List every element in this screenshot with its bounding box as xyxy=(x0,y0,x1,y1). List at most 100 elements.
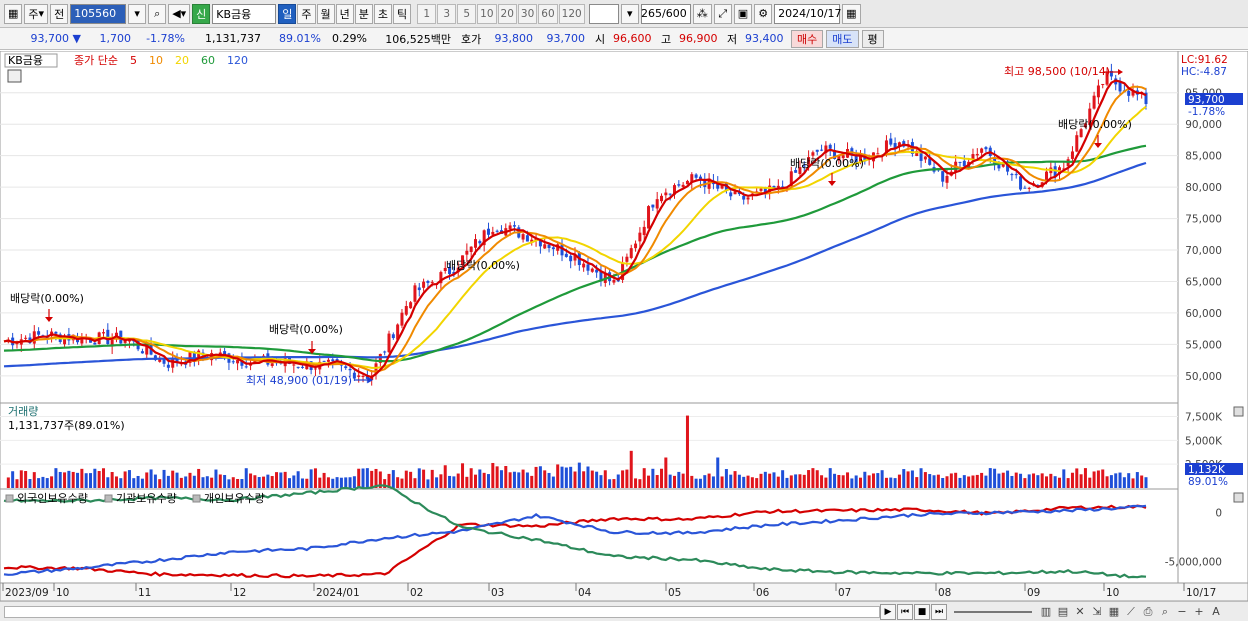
number-button-10[interactable]: 10 xyxy=(477,3,497,24)
volume-bar xyxy=(846,472,850,488)
code-dropdown-icon[interactable]: ▾ xyxy=(128,3,147,24)
save-icon[interactable]: ▣ xyxy=(733,3,753,24)
volume-bar xyxy=(1140,475,1144,488)
font-size-icon[interactable]: A xyxy=(1212,605,1220,618)
stock-code-input[interactable]: 105560 xyxy=(70,3,127,24)
candle-body xyxy=(599,271,603,282)
chart-area[interactable]: 최고 98,500 (10/14) 최저 48,900 (01/19) 배당락(0.… xyxy=(0,50,1248,602)
chart-type-icon[interactable]: ▦ xyxy=(4,3,23,24)
volume-bar xyxy=(590,470,594,488)
interval-button-2[interactable]: 월 xyxy=(316,3,335,24)
holding-legend-marker xyxy=(104,494,113,503)
x-tick-label: 04 xyxy=(578,587,592,599)
line-tool-icon[interactable]: ⟋ xyxy=(1127,604,1135,618)
grid-icon[interactable]: ▦ xyxy=(1108,605,1120,618)
gear-icon[interactable]: ⚙ xyxy=(754,3,773,24)
number-button-30[interactable]: 30 xyxy=(517,3,538,24)
zoom-slider[interactable] xyxy=(954,610,1032,613)
scroll-right-icon[interactable]: ▶ xyxy=(880,603,896,620)
volume-bar xyxy=(145,472,149,488)
stop-icon[interactable]: ■ xyxy=(914,603,930,620)
prev-button[interactable]: 전 xyxy=(50,3,69,24)
volume-bar xyxy=(188,472,192,488)
candle-body xyxy=(1083,123,1087,128)
indicator-icon[interactable]: ⁂ xyxy=(692,3,712,24)
interval-button-4[interactable]: 분 xyxy=(354,3,373,24)
sell-button[interactable]: 매도 xyxy=(826,29,859,48)
volume-bar xyxy=(305,478,309,488)
annotation-label: 최저 48,900 (01/19) xyxy=(246,374,352,387)
interval-button-0[interactable]: 일 xyxy=(278,3,297,24)
number-button-120[interactable]: 120 xyxy=(558,3,585,24)
scroll-track[interactable] xyxy=(4,605,880,618)
candle-body xyxy=(231,361,235,363)
moving-average-lines xyxy=(3,79,1147,379)
volume-bar xyxy=(776,476,780,488)
custom-number-input[interactable] xyxy=(588,3,619,24)
count-field[interactable]: 265/600 xyxy=(640,3,691,24)
draw-tool-icon[interactable]: ⤢ xyxy=(713,3,732,24)
candle-body xyxy=(322,360,326,362)
period-select[interactable]: 주 ▾ xyxy=(24,3,49,24)
volume-bar xyxy=(698,478,702,488)
zoom-out-icon[interactable]: − xyxy=(1177,605,1187,618)
date-field[interactable]: 2024/10/17 xyxy=(774,3,842,24)
volume-bar xyxy=(1083,468,1087,488)
buy-button[interactable]: 매수 xyxy=(791,29,824,48)
candle-body xyxy=(889,138,893,145)
annotation-arrowhead xyxy=(368,377,373,383)
volume-bar xyxy=(41,476,45,488)
zoom-in-icon[interactable]: + xyxy=(1194,605,1204,618)
volume-bar xyxy=(668,474,672,488)
turnover-pct: 0.29% xyxy=(332,32,367,45)
volume-bar xyxy=(448,475,452,488)
print-icon[interactable]: ⎙ xyxy=(1143,604,1153,618)
volume-panel-close-icon[interactable] xyxy=(1233,406,1244,417)
table-toggle-icon[interactable] xyxy=(7,69,22,83)
volume-bar xyxy=(227,479,231,488)
skip-back-icon[interactable]: ⏮ xyxy=(897,603,913,620)
candle-body xyxy=(396,324,400,340)
interval-button-6[interactable]: 틱 xyxy=(393,3,412,24)
number-button-3[interactable]: 3 xyxy=(437,3,457,24)
zoom-search-icon[interactable]: ⌕ xyxy=(1161,604,1169,618)
skip-forward-icon[interactable]: ⏭ xyxy=(931,603,947,620)
volume-bar xyxy=(902,469,906,488)
volume-bar xyxy=(383,479,387,488)
candle-body xyxy=(681,184,685,187)
column-icon[interactable]: ▤ xyxy=(1057,605,1069,618)
speaker-icon[interactable]: ◀▾ xyxy=(168,3,191,24)
volume-bar xyxy=(768,473,772,488)
holding-legend-label: 기관보유수량 xyxy=(116,492,177,505)
chart-canvas[interactable]: 최고 98,500 (10/14) 최저 48,900 (01/19) 배당락(0.… xyxy=(0,50,1248,602)
holding-legend-marker xyxy=(192,494,201,503)
candle-body xyxy=(716,182,720,189)
volume-bar xyxy=(296,471,300,488)
number-dropdown-icon[interactable]: ▾ xyxy=(620,3,639,24)
volume-bar xyxy=(737,474,741,488)
holding-panel-close-icon[interactable] xyxy=(1233,492,1244,503)
candle-body xyxy=(863,155,867,162)
search-icon[interactable]: ⌕ xyxy=(148,3,167,24)
bar-chart-icon[interactable]: ▥ xyxy=(1040,605,1052,618)
number-button-5[interactable]: 5 xyxy=(457,3,477,24)
stock-name-field[interactable]: KB금융 xyxy=(212,3,277,24)
pan-icon[interactable]: ⇲ xyxy=(1092,605,1102,618)
candle-body xyxy=(1019,176,1023,190)
candle-body xyxy=(1109,70,1113,77)
volume-bar xyxy=(15,479,19,488)
volume-bar xyxy=(586,466,590,488)
crosshair-icon[interactable]: ✕ xyxy=(1075,605,1085,618)
number-button-60[interactable]: 60 xyxy=(538,3,558,24)
eval-button[interactable]: 평 xyxy=(861,29,884,48)
ma-legend-20: 20 xyxy=(175,54,189,67)
interval-button-3[interactable]: 년 xyxy=(335,3,354,24)
interval-button-5[interactable]: 초 xyxy=(373,3,393,24)
number-button-1[interactable]: 1 xyxy=(417,3,437,24)
number-button-20[interactable]: 20 xyxy=(497,3,517,24)
candle-body xyxy=(1014,174,1018,176)
candle-body xyxy=(742,195,746,200)
interval-button-1[interactable]: 주 xyxy=(297,3,316,24)
calendar-icon[interactable]: ▦ xyxy=(842,3,861,24)
price-grid xyxy=(0,92,1178,377)
